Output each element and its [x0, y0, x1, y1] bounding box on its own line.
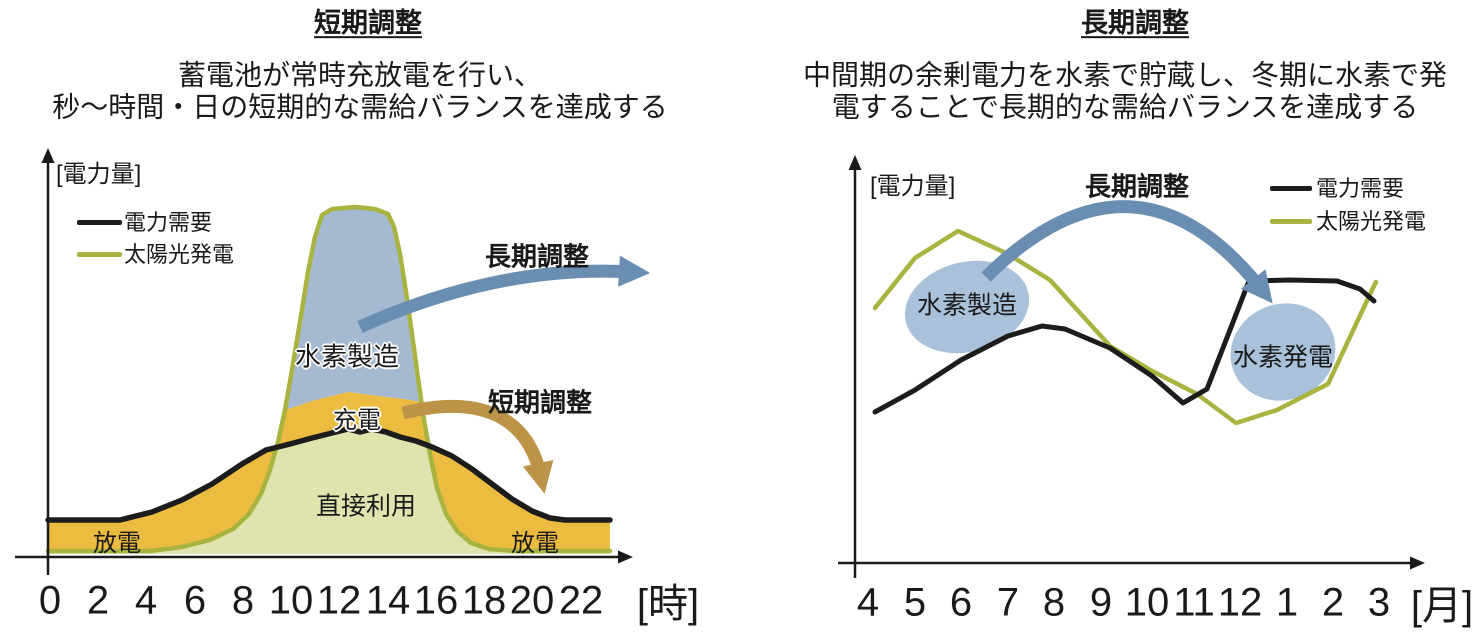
right-y-axis-label: [電力量] — [870, 172, 956, 200]
x-tick-long-term-1: 1 — [1275, 580, 1299, 625]
left-legend-solar-label: 太陽光発電 — [124, 241, 235, 267]
area-label-charge: 充電 — [333, 406, 381, 434]
area-直接利用 — [48, 429, 610, 554]
x-tick-long-term-7: 7 — [996, 580, 1020, 625]
x-tick-short-term-20: 20 — [509, 578, 555, 623]
x-axis-arrow-icon — [1410, 556, 1425, 570]
x-tick-short-term-6: 6 — [183, 578, 207, 623]
right-legend-demand-swatch — [1270, 186, 1312, 191]
x-tick-long-term-12: 12 — [1217, 580, 1263, 625]
ellipse-label-hydrogen-generation: 水素発電 — [1232, 343, 1334, 372]
ellipse-label-hydrogen-production: 水素製造 — [916, 291, 1018, 320]
x-tick-short-term-16: 16 — [413, 578, 459, 623]
right-legend-demand-label: 電力需要 — [1316, 175, 1405, 201]
right-chart-subtitle-line2: 電することで長期的な需給バランスを達成する — [831, 91, 1419, 123]
series-太陽光発電 — [45, 204, 613, 554]
left-legend-solar-swatch — [77, 252, 122, 257]
right-legend-solar-swatch — [1270, 219, 1312, 224]
x-tick-long-term-9: 9 — [1089, 580, 1113, 625]
left-chart-title: 短期調整 — [314, 8, 422, 39]
x-tick-short-term-10: 10 — [268, 578, 314, 623]
left-chart-subtitle-line1: 蓄電池が常時充放電を行い、 — [177, 59, 543, 91]
arrow-短期調整 — [401, 399, 554, 494]
area-label-discharge-left: 放電 — [93, 529, 141, 557]
left-short-term-arrow-label: 短期調整 — [487, 387, 593, 418]
area-充電 — [276, 392, 429, 448]
x-tick-short-term-8: 8 — [231, 578, 255, 623]
area-label-discharge-right: 放電 — [511, 529, 559, 557]
left-long-term-arrow-label: 長期調整 — [484, 241, 590, 272]
y-axis-arrow-icon — [41, 148, 55, 163]
area-label-hydrogen-production: 水素製造 — [294, 341, 400, 372]
y-axis-arrow-icon — [848, 155, 862, 170]
x-tick-short-term-2: 2 — [86, 578, 110, 623]
right-legend-solar-label: 太陽光発電 — [1316, 208, 1427, 234]
left-y-axis-label: [電力量] — [56, 160, 142, 188]
chart-short-term — [15, 148, 651, 575]
x-tick-short-term-22: 22 — [558, 578, 604, 623]
x-tick-long-term-2: 2 — [1321, 580, 1345, 625]
x-tick-long-term-8: 8 — [1042, 580, 1066, 625]
x-tick-short-term-14: 14 — [365, 578, 411, 623]
ellipse-水素発電 — [1230, 303, 1336, 401]
x-tick-short-term-0: 0 — [38, 578, 62, 623]
left-chart-subtitle-line2: 秒～時間・日の短期的な需給バランスを達成する — [52, 91, 668, 123]
series-電力需要 — [872, 277, 1377, 415]
left-legend-demand-swatch — [77, 220, 122, 225]
series-太陽光発電 — [872, 228, 1379, 426]
right-chart-title: 長期調整 — [1081, 8, 1189, 39]
area-水素製造 — [285, 207, 421, 410]
x-tick-long-term-4: 4 — [856, 580, 880, 625]
right-long-term-arrow-label: 長期調整 — [1084, 171, 1190, 202]
x-tick-short-term-12: 12 — [316, 578, 362, 623]
x-tick-long-term-5: 5 — [903, 580, 927, 625]
chart-long-term — [838, 155, 1425, 578]
x-tick-short-term-4: 4 — [134, 578, 158, 623]
x-axis-unit-short-term: [時] — [636, 582, 700, 626]
area-label-direct-use: 直接利用 — [315, 492, 417, 521]
x-axis-unit-long-term: [月] — [1410, 584, 1474, 628]
area-放電-left — [48, 448, 276, 551]
series-電力需要 — [45, 426, 613, 523]
ellipse-水素製造 — [904, 260, 1030, 354]
x-tick-long-term-11: 11 — [1173, 580, 1215, 625]
x-tick-long-term-6: 6 — [949, 580, 973, 625]
x-axis-arrow-icon — [618, 550, 633, 564]
x-tick-long-term-10: 10 — [1124, 580, 1170, 625]
arrow-長期調整 — [357, 255, 651, 333]
x-tick-short-term-18: 18 — [461, 578, 507, 623]
left-legend-demand-label: 電力需要 — [124, 209, 213, 235]
right-chart-subtitle-line1: 中間期の余剰電力を水素で貯蔵し、冬期に水素で発 — [802, 59, 1448, 91]
x-tick-long-term-3: 3 — [1367, 580, 1391, 625]
arrow-長期調整 — [981, 200, 1273, 304]
